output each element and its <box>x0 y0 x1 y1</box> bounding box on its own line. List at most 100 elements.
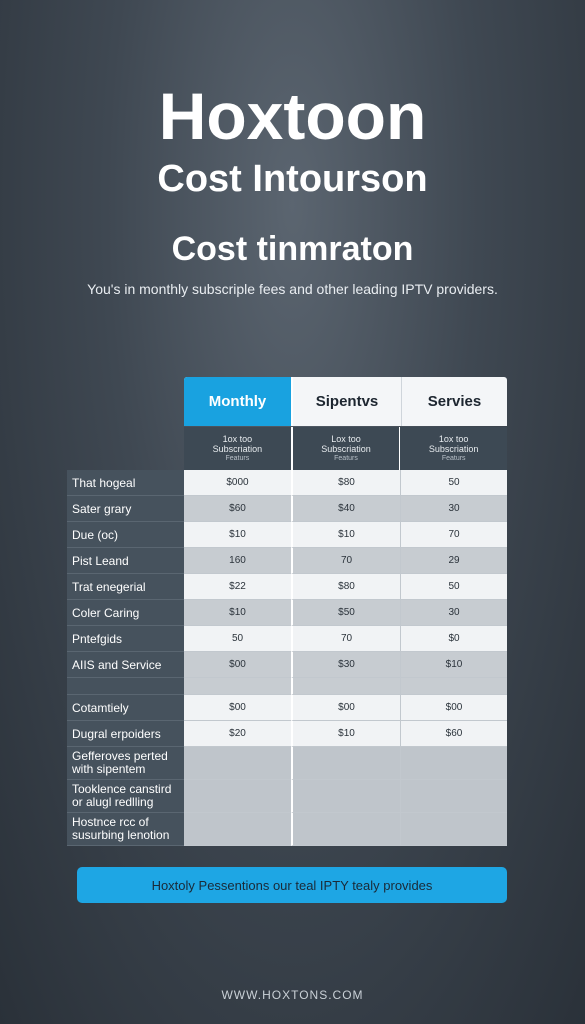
table-cell: 160 <box>184 548 291 574</box>
table-row: Dugral erpoiders $20 $10 $60 <box>67 721 507 747</box>
table-cell: $30 <box>291 652 401 678</box>
table-cell: $10 <box>291 721 401 747</box>
table-row: Cotamtiely $00 $00 $00 <box>67 695 507 721</box>
table-cell-empty <box>184 813 291 846</box>
row-label: Hostnce rcc of susurbing lenotion <box>67 813 184 846</box>
row-label-empty <box>67 678 184 695</box>
table-row: Sater grary $60 $40 30 <box>67 496 507 522</box>
table-row: Tooklence canstird or alugl redlling <box>67 780 507 813</box>
row-label-line: susurbing lenotion <box>72 828 170 842</box>
table-cell: $00 <box>291 695 401 721</box>
column-header-monthly[interactable]: Monthly <box>184 377 291 426</box>
table-row: Trat enegerial $22 $80 50 <box>67 574 507 600</box>
table-row: Coler Caring $10 $50 30 <box>67 600 507 626</box>
table-cell: 50 <box>401 470 507 496</box>
table-cell-empty <box>184 747 291 780</box>
table-cell: 30 <box>401 496 507 522</box>
table-cell: $50 <box>291 600 401 626</box>
table-cell: 50 <box>401 574 507 600</box>
table-row: That hogeal $000 $80 50 <box>67 470 507 496</box>
intro-text: You's in monthly subscriple fees and oth… <box>87 281 498 297</box>
table-cell: 29 <box>401 548 507 574</box>
table-cell: 70 <box>291 548 401 574</box>
table-cell: $10 <box>401 652 507 678</box>
row-label-line: Hostnce rcc of <box>72 815 149 829</box>
table-cell-empty <box>291 780 401 813</box>
table-cell-empty <box>184 780 291 813</box>
column-header-servies[interactable]: Servies <box>401 377 507 426</box>
row-label: Due (oc) <box>67 522 184 548</box>
table-spacer-row <box>67 678 507 695</box>
table-row: Pntefgids 50 70 $0 <box>67 626 507 652</box>
table-cell: $000 <box>184 470 291 496</box>
table-cell: $80 <box>291 470 401 496</box>
row-label-line: Gefferoves perted <box>72 749 168 763</box>
table-cell: $10 <box>184 522 291 548</box>
comparison-table: Monthly Sipentvs Servies 1ox too Subscri… <box>67 377 507 846</box>
table-cell: $10 <box>291 522 401 548</box>
row-label: That hogeal <box>67 470 184 496</box>
subheader-cell: Lox too Subscriation Featurs <box>290 427 401 470</box>
table-row: Hostnce rcc of susurbing lenotion <box>67 813 507 846</box>
row-label: Tooklence canstird or alugl redlling <box>67 780 184 813</box>
table-cell: 70 <box>401 522 507 548</box>
table-cell: $00 <box>401 695 507 721</box>
table-cell-empty <box>291 747 401 780</box>
section-title: Cost tinmraton <box>171 230 414 268</box>
table-cell: $40 <box>291 496 401 522</box>
subheader-line: 1ox too <box>222 433 253 444</box>
row-label-line: with sipentem <box>72 762 146 776</box>
table-cell: 70 <box>291 626 401 652</box>
table-header: Monthly Sipentvs Servies <box>184 377 507 426</box>
cta-button[interactable]: Hoxtoly Pessentions our teal IPTY tealy … <box>77 867 507 903</box>
subheader-line: Subscriation <box>212 443 263 454</box>
row-label: Pntefgids <box>67 626 184 652</box>
subheader-line: Featurs <box>225 454 250 462</box>
table-cell-empty <box>401 747 507 780</box>
table-row: Gefferoves perted with sipentem <box>67 747 507 780</box>
table-cell: 30 <box>401 600 507 626</box>
row-label: Trat enegerial <box>67 574 184 600</box>
row-label: Dugral erpoiders <box>67 721 184 747</box>
table-cell: $00 <box>184 695 291 721</box>
table-body: That hogeal $000 $80 50 Sater grary $60 … <box>67 470 507 846</box>
table-cell: 50 <box>184 626 291 652</box>
row-label: Coler Caring <box>67 600 184 626</box>
row-label: Pist Leand <box>67 548 184 574</box>
subheader-line: Featurs <box>441 454 466 462</box>
table-row: Pist Leand 160 70 29 <box>67 548 507 574</box>
footer-url[interactable]: WWW.HOXTONS.COM <box>221 988 364 1002</box>
row-label: Gefferoves perted with sipentem <box>67 747 184 780</box>
table-cell-empty <box>291 813 401 846</box>
page-subtitle: Cost Intourson <box>157 158 428 200</box>
table-cell-empty <box>184 678 291 695</box>
row-label-line: Tooklence canstird <box>72 782 172 796</box>
subheader-line: Featurs <box>334 454 358 462</box>
subheader-line: 1ox too <box>438 433 469 444</box>
table-cell: $80 <box>291 574 401 600</box>
table-cell: $60 <box>401 721 507 747</box>
column-header-sipentvs[interactable]: Sipentvs <box>291 377 401 426</box>
row-label-line: or alugl redlling <box>72 795 154 809</box>
table-subheader: 1ox too Subscriation Featurs Lox too Sub… <box>184 427 507 470</box>
table-row: Due (oc) $10 $10 70 <box>67 522 507 548</box>
subheader-line: Subscriation <box>321 443 371 454</box>
brand-title: Hoxtoon <box>158 79 427 153</box>
table-cell: $10 <box>184 600 291 626</box>
subheader-cell: 1ox too Subscriation Featurs <box>184 427 291 470</box>
table-cell: $20 <box>184 721 291 747</box>
table-cell: $60 <box>184 496 291 522</box>
table-cell-empty <box>401 678 507 695</box>
row-label: Cotamtiely <box>67 695 184 721</box>
table-cell: $0 <box>401 626 507 652</box>
subheader-line: Lox too <box>331 433 361 444</box>
subheader-cell: 1ox too Subscriation Featurs <box>400 427 507 470</box>
table-cell-empty <box>291 678 401 695</box>
row-label: AIIS and Service <box>67 652 184 678</box>
table-row: AIIS and Service $00 $30 $10 <box>67 652 507 678</box>
table-cell: $00 <box>184 652 291 678</box>
table-cell: $22 <box>184 574 291 600</box>
table-cell-empty <box>401 813 507 846</box>
table-cell-empty <box>401 780 507 813</box>
subheader-line: Subscriation <box>428 443 479 454</box>
